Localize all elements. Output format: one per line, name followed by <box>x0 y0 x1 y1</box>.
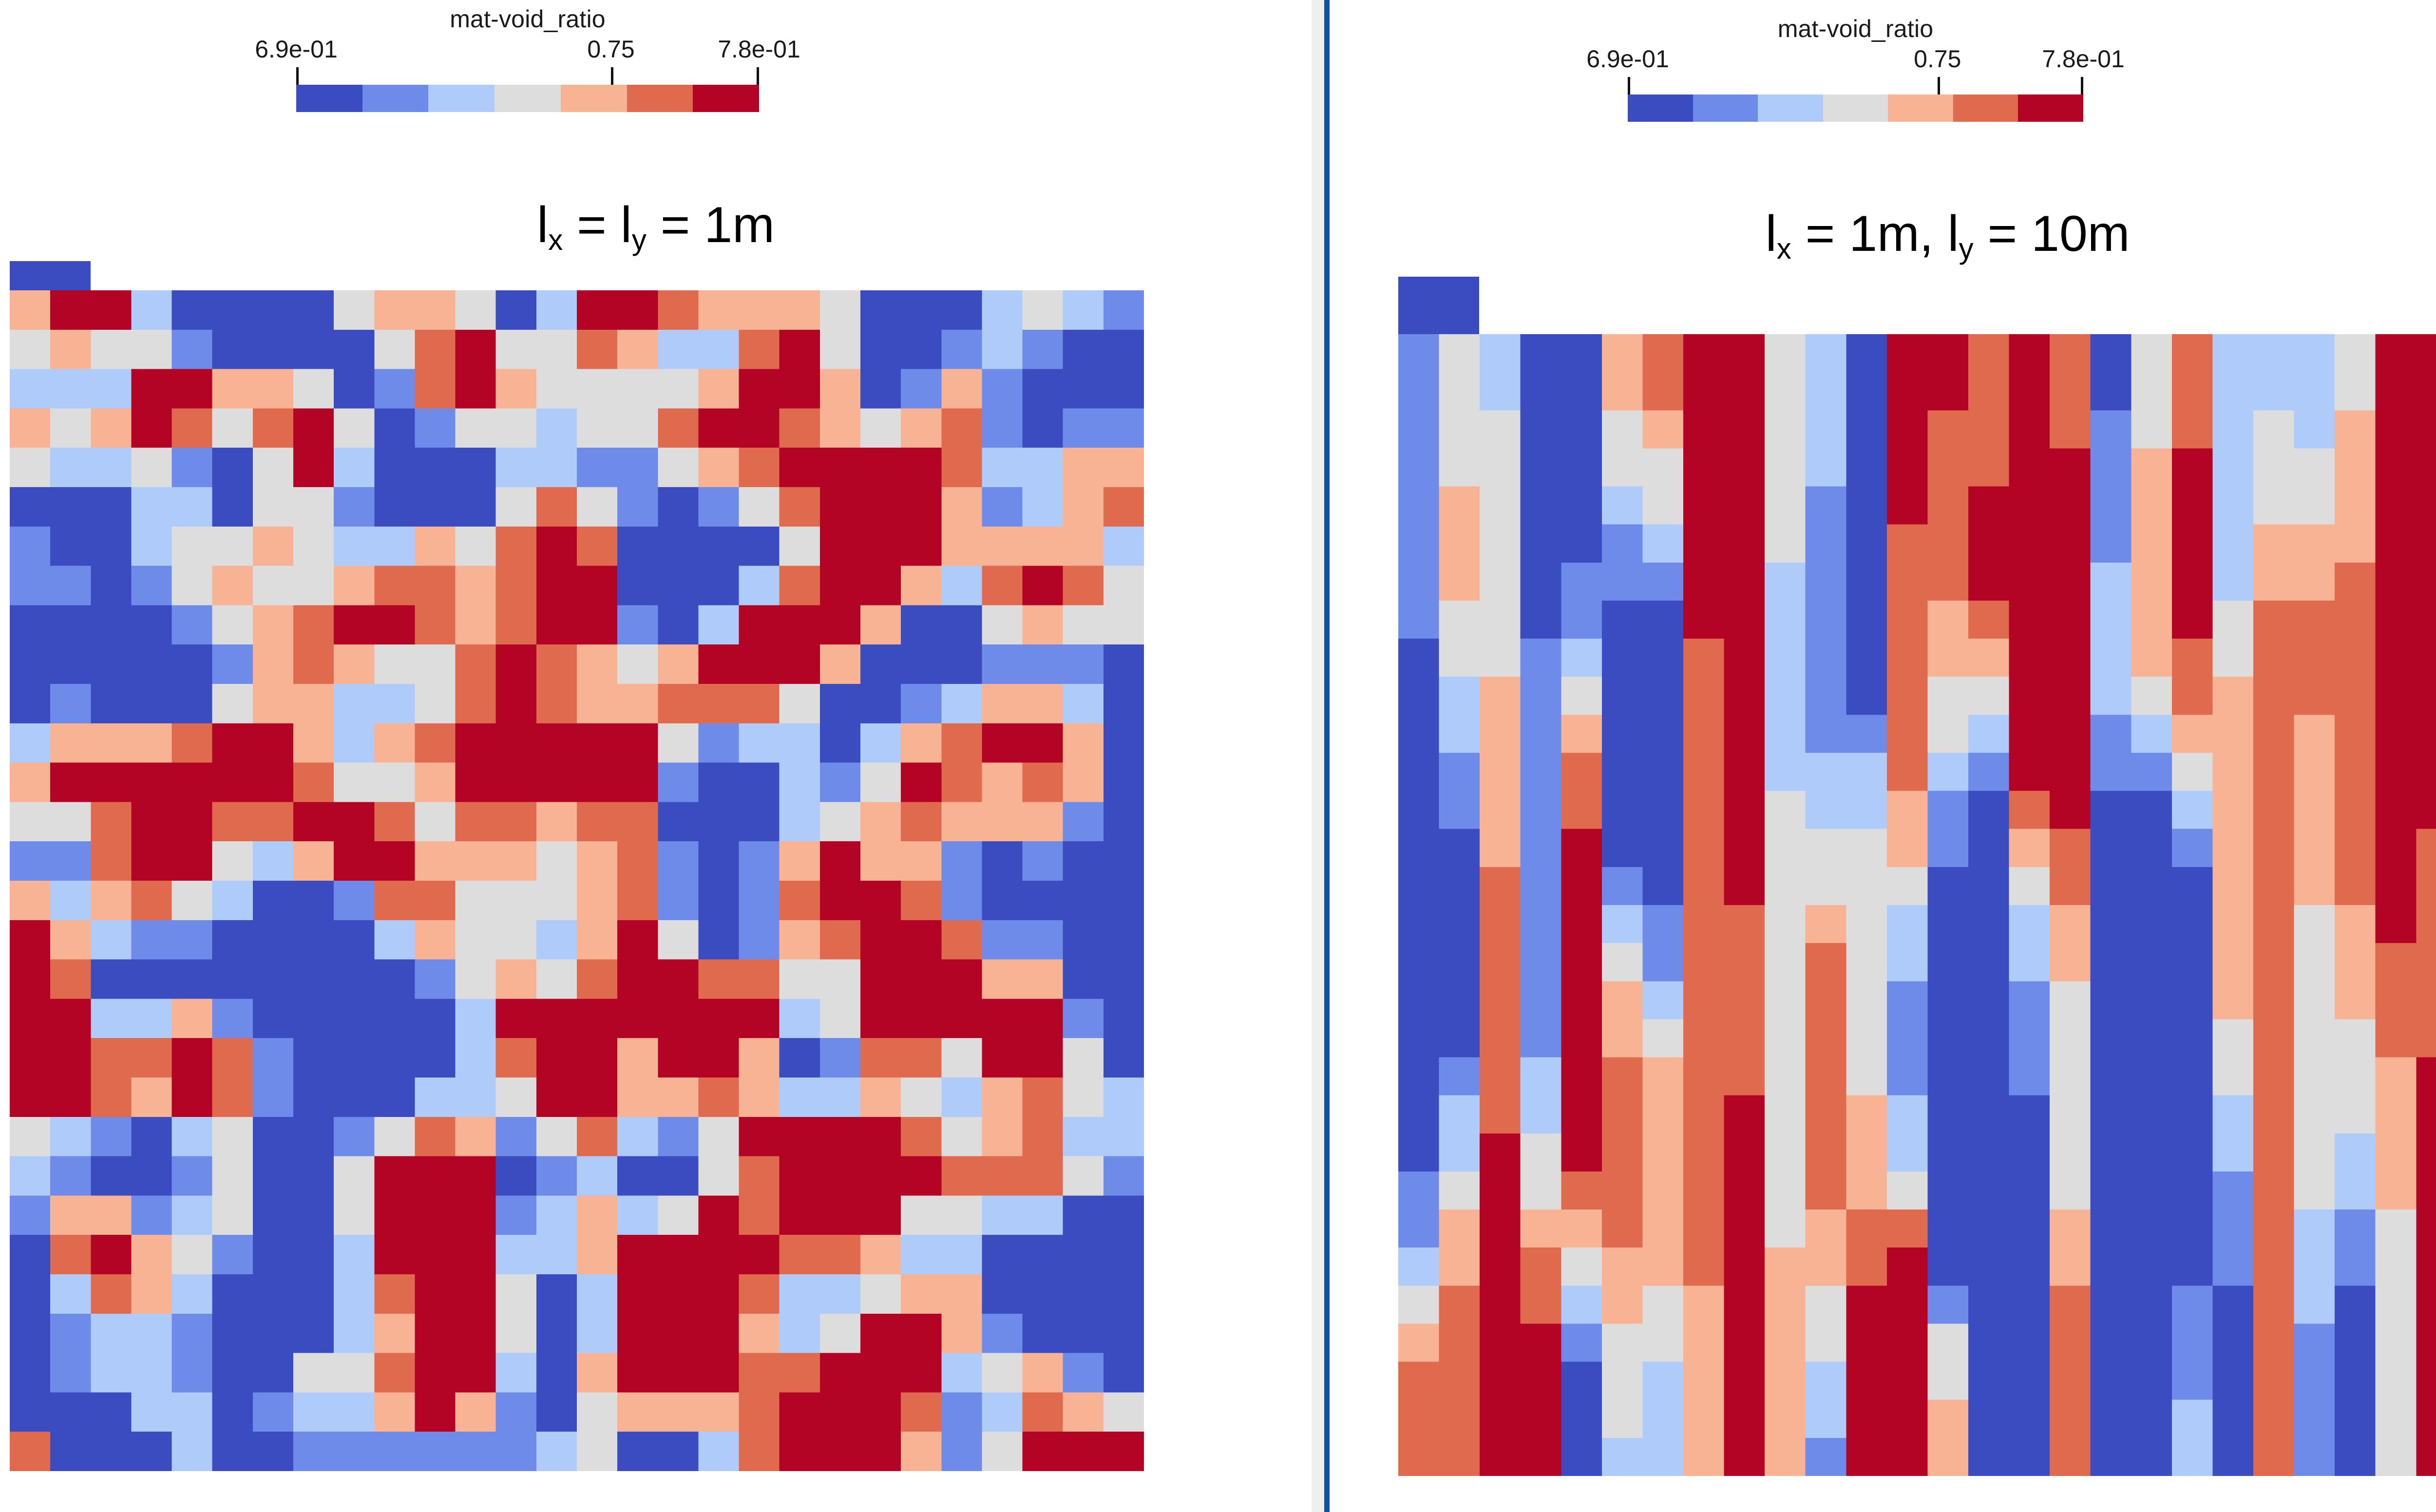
colorbar-label-min: 6.9e-01 <box>255 36 338 63</box>
colorbar-segment-5 <box>1953 94 2018 122</box>
panel-right: mat-void_ratio 6.9e-01 0.75 7.8e-01 lx =… <box>1329 0 2436 1512</box>
colorbar-segment-3 <box>1823 94 1888 122</box>
colorbar-label-min: 6.9e-01 <box>1586 45 1669 73</box>
panel-divider-line <box>1324 0 1330 1512</box>
panel-title-right: lx = 1m, ly = 10m <box>1329 206 2436 265</box>
colorbar-title: mat-void_ratio <box>1777 15 1934 42</box>
colorbar-left: mat-void_ratio 6.9e-01 0.75 7.8e-01 <box>255 5 800 161</box>
colorbar-segment-3 <box>495 85 561 112</box>
colorbar-label-mid: 0.75 <box>1914 45 1961 73</box>
heatmap-left <box>10 290 1144 1471</box>
colorbar-segment-1 <box>1693 94 1758 122</box>
heatmap-notch-right <box>1398 277 1479 334</box>
colorbar-right: mat-void_ratio 6.9e-01 0.75 7.8e-01 <box>1586 15 2125 170</box>
panel-divider-gutter <box>1312 0 1326 1512</box>
colorbar-tick-max <box>757 67 759 90</box>
colorbar-segment-6 <box>693 85 759 112</box>
heatmap-right <box>1398 334 2436 1476</box>
colorbar-segment-0 <box>296 85 362 112</box>
colorbar-tick-min <box>1628 77 1630 99</box>
colorbar-segment-4 <box>1888 94 1953 122</box>
panel-title-text: lx = 1m, ly = 10m <box>1765 206 2130 265</box>
colorbar-gradient <box>296 85 759 112</box>
colorbar-segment-0 <box>1628 94 1693 122</box>
colorbar-segment-2 <box>428 85 495 112</box>
colorbar-tick-min <box>296 67 299 90</box>
colorbar-tick-max <box>2081 77 2083 99</box>
panel-title-text: lx = ly = 1m <box>537 197 775 256</box>
colorbar-segment-5 <box>627 85 693 112</box>
panel-left: mat-void_ratio 6.9e-01 0.75 7.8e-01 lx =… <box>0 5 1312 1471</box>
colorbar-tick-labels: 6.9e-01 0.75 7.8e-01 <box>255 35 800 63</box>
colorbar-title: mat-void_ratio <box>450 5 606 33</box>
colorbar-segment-2 <box>1758 94 1823 122</box>
colorbar-segment-1 <box>362 85 429 112</box>
colorbar-label-max: 7.8e-01 <box>2042 45 2125 73</box>
colorbar-segment-6 <box>2018 94 2083 122</box>
colorbar-gradient <box>1628 94 2083 122</box>
colorbar-label-max: 7.8e-01 <box>718 36 800 63</box>
colorbar-tick-labels: 6.9e-01 0.75 7.8e-01 <box>1586 45 2125 73</box>
colorbar-segment-4 <box>560 85 627 112</box>
colorbar-label-mid: 0.75 <box>587 36 635 63</box>
heatmap-notch-left <box>10 261 91 290</box>
panel-title-left: lx = ly = 1m <box>0 197 1312 256</box>
